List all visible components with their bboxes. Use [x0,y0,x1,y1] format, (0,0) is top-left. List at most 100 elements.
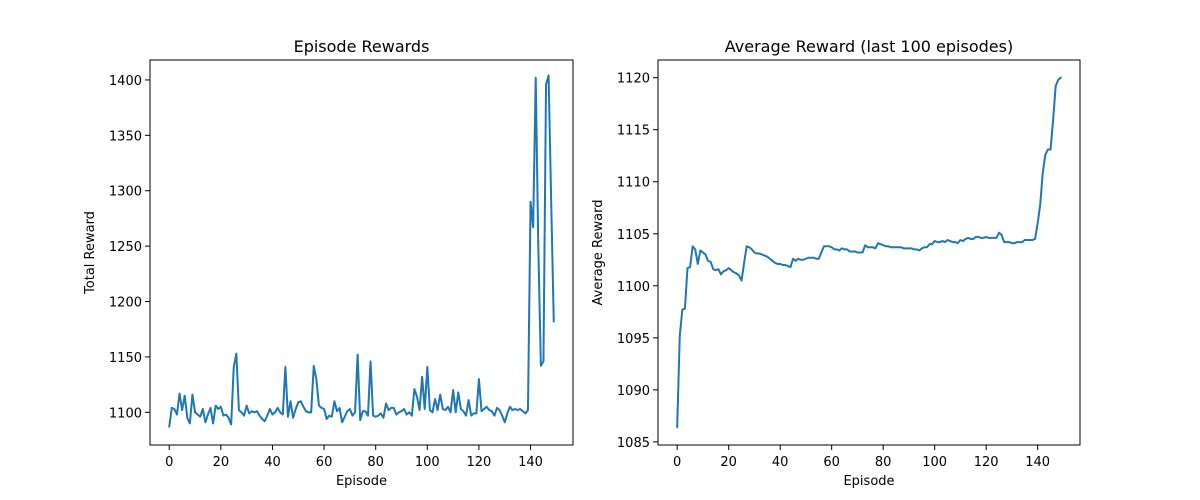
data-point [738,274,740,276]
data-point [983,237,985,239]
data-point [519,408,521,410]
data-point [305,410,307,412]
data-point [864,244,866,246]
data-point [308,411,310,413]
data-point [323,408,325,410]
data-point [929,243,931,245]
data-point [271,414,273,416]
data-point [689,266,691,268]
data-point [972,238,974,240]
data-point [684,308,686,310]
x-axis-label: Episode [336,474,387,489]
x-tick-label: 40 [264,455,281,470]
data-point [988,237,990,239]
data-point [514,408,516,410]
data-point [862,252,864,254]
data-point [535,77,537,79]
data-point [388,409,390,411]
data-point [802,259,804,261]
data-point [939,241,941,243]
data-point [331,416,333,418]
data-point [877,242,879,244]
data-point [686,267,688,269]
data-point [269,408,271,410]
data-point [302,406,304,408]
data-point [315,378,317,380]
data-point [462,410,464,412]
y-tick-label: 1120 [617,72,650,87]
data-point [421,376,423,378]
x-tick-label: 100 [922,455,947,470]
data-point [900,246,902,248]
data-point [748,246,750,248]
data-point [838,249,840,251]
data-point [197,414,199,416]
data-point [761,254,763,256]
data-point [401,410,403,412]
data-point [240,411,242,413]
data-point [455,411,457,413]
data-point [246,405,248,407]
data-point [481,410,483,412]
data-point [228,417,230,419]
data-point [882,244,884,246]
data-point [506,412,508,414]
data-point [1001,234,1003,236]
data-point [741,280,743,282]
data-point [413,388,415,390]
data-point [1008,241,1010,243]
data-point [676,426,678,428]
data-point [230,424,232,426]
data-point [975,236,977,238]
y-tick-label: 1400 [109,74,142,89]
data-point [957,242,959,244]
data-point [715,269,717,271]
data-point [774,262,776,264]
series-line [676,76,1062,429]
data-point [756,253,758,255]
data-point [530,201,532,203]
data-point [1057,79,1059,81]
data-point [341,421,343,423]
data-point [277,407,279,409]
data-point [985,236,987,238]
plot-frame [657,59,1081,446]
data-point [362,410,364,412]
data-point [370,360,372,362]
data-point [1016,241,1018,243]
data-point [779,263,781,265]
data-point [339,407,341,409]
data-point [290,400,292,402]
data-point [261,418,263,420]
data-point [243,415,245,417]
data-point [553,320,555,322]
data-point [468,399,470,401]
chart-panel-1: 0 20 40 60 80 100 120 140 1100 1150 1200 1250 1300 13… [83,37,574,489]
data-point [977,236,979,238]
data-point [179,392,181,394]
x-tick-label: 20 [213,455,230,470]
data-point [990,237,992,239]
data-point [723,270,725,272]
data-point [364,410,366,412]
data-point [962,240,964,242]
data-point [1019,241,1021,243]
data-point [717,268,719,270]
x-axis-label: Episode [843,474,894,489]
data-point [385,402,387,404]
data-point [905,247,907,249]
data-point [217,408,219,410]
data-point [921,247,923,249]
data-point [548,75,550,77]
data-point [995,237,997,239]
data-point [346,410,348,412]
data-point [282,414,284,416]
data-point [202,408,204,410]
data-point [199,416,201,418]
data-point [437,409,439,411]
data-point [408,411,410,413]
data-point [712,268,714,270]
data-point [444,409,446,411]
data-point [733,271,735,273]
data-point [898,246,900,248]
